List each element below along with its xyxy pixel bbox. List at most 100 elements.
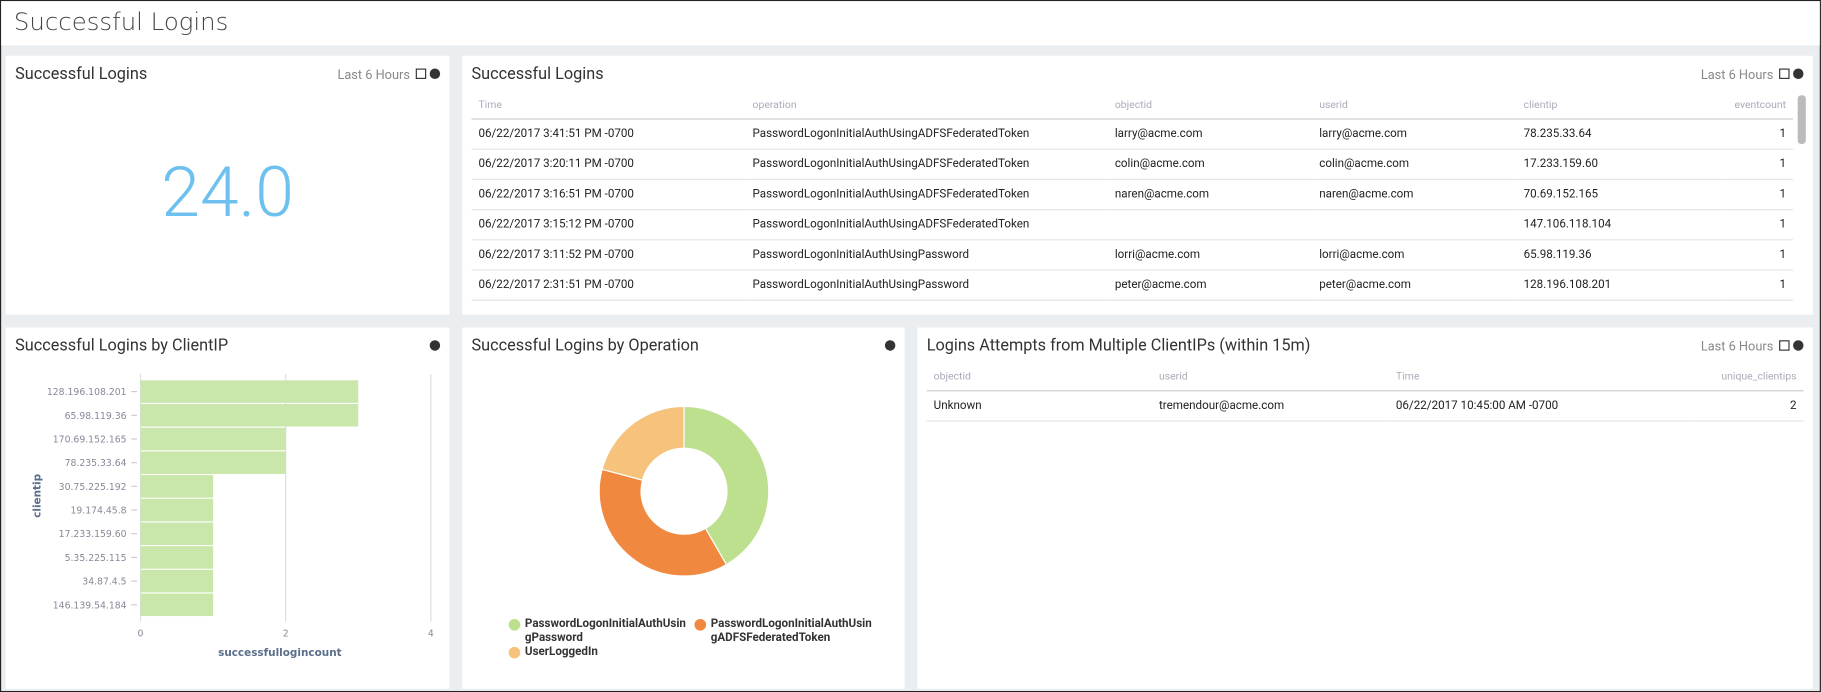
multi-ip-table: objectid userid Time unique_clientips Unknow…: [926, 364, 1804, 422]
table-cell: 70.69.152.165: [1516, 179, 1722, 211]
legend-label: PasswordLogonInitialAuthUsingPassword: [524, 617, 686, 645]
pie-slice: [598, 468, 728, 577]
table-cell: peter@acme.com: [1312, 270, 1517, 301]
bar: [140, 593, 214, 617]
table-cell: PasswordLogonInitialAuthUsingADFSFederat…: [745, 209, 1108, 241]
panel-icons[interactable]: [1779, 339, 1804, 352]
table-cell: colin@acme.com: [1107, 149, 1313, 181]
x-axis-label: successfullogincount: [218, 647, 342, 659]
column-header: operation: [745, 92, 1108, 120]
legend-swatch: [508, 618, 521, 631]
table-cell: 06/22/2017 3:20:11 PM -0700: [471, 149, 746, 181]
column-header: Time: [471, 92, 746, 120]
bar: [140, 569, 214, 593]
header: Successful Logins: [1, 1, 1820, 46]
y-tick-label: 5.35.225.115: [65, 553, 127, 564]
dashboard-title: Successful Logins: [13, 8, 229, 37]
table-cell: lorri@acme.com: [1107, 239, 1313, 271]
pie-panel: Successful Logins by Operation PasswordL…: [462, 327, 905, 689]
panel-title: Successful Logins: [15, 65, 148, 84]
table-cell: 06/22/2017 3:16:51 PM -0700: [471, 179, 746, 211]
table-row: 06/22/2017 3:41:51 PM -0700 PasswordLogon…: [471, 119, 1794, 150]
header-row: Time operation objectid userid clientip event…: [471, 92, 1794, 120]
table-cell: PasswordLogonInitialAuthUsingADFSFederat…: [745, 179, 1108, 211]
bar: [140, 475, 214, 498]
table-cell: naren@acme.com: [1107, 179, 1313, 211]
scrollbar[interactable]: [1797, 95, 1806, 145]
legend-item: PasswordLogonInitialAuthUsingPassword: [508, 617, 688, 646]
table-cell: PasswordLogonInitialAuthUsingPassword: [745, 239, 1108, 271]
table-cell: PasswordLogonInitialAuthUsingADFSFederat…: [745, 149, 1108, 181]
legend-swatch: [694, 618, 707, 631]
table-cell: 1: [1721, 119, 1794, 150]
x-tick-label: 4: [428, 628, 434, 639]
bar-panel: 0 2 4 128.196.108.201 65.98.119.36 170.69.152…: [5, 327, 450, 689]
legend-item: PasswordLogonInitialAuthUsingADFSFederat…: [694, 618, 873, 646]
legend-swatch: [508, 646, 521, 659]
column-header: unique_clientips: [1693, 364, 1804, 392]
column-header: objectid: [1107, 92, 1313, 120]
y-tick-label: 34.87.4.5: [82, 577, 126, 588]
table-cell: tremendour@acme.com: [1152, 390, 1389, 422]
table-cell: naren@acme.com: [1312, 179, 1517, 211]
table-cell: 06/22/2017 3:15:12 PM -0700: [471, 209, 746, 241]
panel-icons[interactable]: [1779, 67, 1804, 80]
panel-title: Successful Logins by Operation: [471, 336, 699, 356]
column-header: objectid: [926, 364, 1153, 392]
panel-title: Successful Logins by ClientIP: [15, 336, 229, 356]
table-cell: peter@acme.com: [1107, 270, 1313, 301]
table-cell: PasswordLogonInitialAuthUsingADFSFederat…: [745, 119, 1108, 150]
y-tick-label: 19.174.45.8: [70, 506, 126, 517]
y-tick-label: 30.75.225.192: [59, 482, 127, 493]
table-cell: 147.106.118.104: [1516, 209, 1722, 241]
column-header: Time: [1388, 364, 1694, 392]
table-cell: 1: [1721, 149, 1794, 181]
table-cell: 1: [1721, 239, 1794, 271]
pie-chart: [598, 405, 770, 577]
table-cell: Unknown: [926, 390, 1153, 422]
table-cell: 128.196.108.201: [1516, 270, 1722, 301]
x-tick-label: 2: [283, 628, 289, 639]
single-value-panel: Successful Logins Last 6 Hours 24.0: [5, 55, 450, 315]
table-cell: [1312, 209, 1517, 241]
table-cell: colin@acme.com: [1312, 149, 1517, 181]
bar: [140, 546, 214, 569]
y-tick-label: 17.233.159.60: [59, 529, 127, 540]
column-header: userid: [1312, 92, 1517, 120]
column-header: clientip: [1516, 92, 1722, 120]
bar: [140, 498, 214, 522]
table-cell: 1: [1721, 270, 1794, 301]
y-tick-label: 78.235.33.64: [65, 458, 127, 469]
column-header: userid: [1152, 364, 1389, 392]
table-cell: 06/22/2017 3:11:52 PM -0700: [471, 239, 746, 271]
panel-icons[interactable]: [415, 67, 441, 80]
panel-title: Logins Attempts from Multiple ClientIPs …: [926, 336, 1311, 356]
y-tick-label: 146.139.54.184: [53, 600, 127, 611]
table-cell: 1: [1721, 209, 1794, 241]
table-cell: larry@acme.com: [1107, 119, 1313, 150]
table-cell: larry@acme.com: [1312, 119, 1517, 150]
bar: [140, 451, 286, 474]
legend-label: PasswordLogonInitialAuthUsingADFSFederat…: [710, 617, 872, 645]
table-cell: [1107, 209, 1313, 241]
y-tick-label: 65.98.119.36: [65, 411, 127, 422]
table-cell: 1: [1721, 179, 1794, 211]
table-cell: 06/22/2017 2:31:51 PM -0700: [471, 270, 746, 301]
panel-icons[interactable]: [881, 339, 896, 352]
table-cell: lorri@acme.com: [1312, 239, 1517, 271]
panel-title: Successful Logins: [471, 65, 604, 84]
time-range: Last 6 Hours: [1700, 67, 1774, 83]
table-cell: PasswordLogonInitialAuthUsingPassword: [745, 270, 1108, 301]
table-row: 06/22/2017 2:31:51 PM -0700 PasswordLogon…: [471, 270, 1794, 301]
x-tick-label: 0: [138, 628, 144, 639]
table-row: 06/22/2017 3:20:11 PM -0700 PasswordLogon…: [471, 149, 1794, 181]
events-table: Time operation objectid userid clientip event…: [471, 92, 1794, 301]
y-tick-label: 170.69.152.165: [53, 434, 127, 445]
bar: [140, 404, 359, 427]
column-header: eventcount: [1721, 92, 1794, 120]
multi-ip-panel: Logins Attempts from Multiple ClientIPs …: [917, 327, 1813, 689]
panel-icons[interactable]: [426, 339, 441, 352]
bar: [140, 380, 359, 403]
